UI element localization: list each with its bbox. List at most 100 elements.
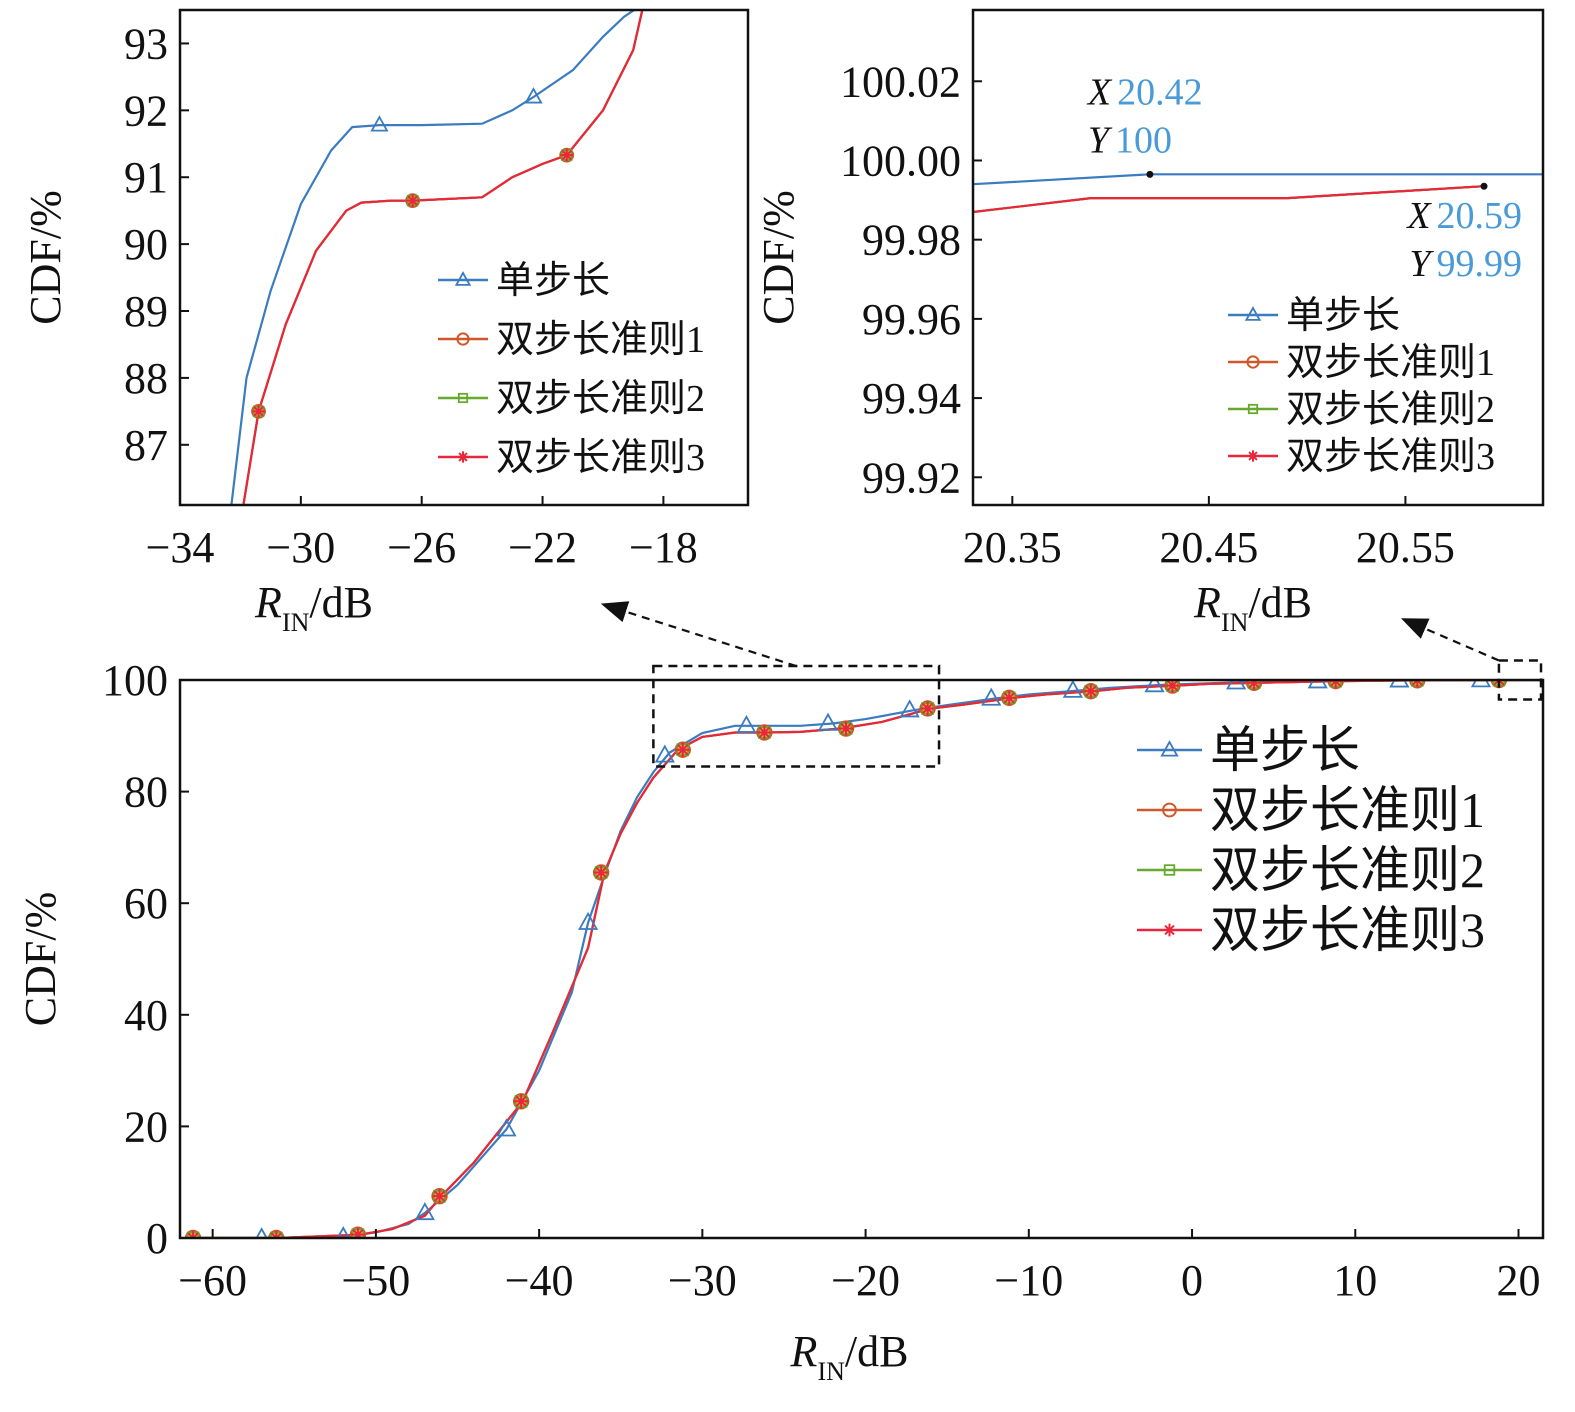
data-point [1062,680,1083,698]
panel-inset_right: 99.92 99.94 99.96 99.98 100.00 100.02 20.35 20.… [754,8,1545,637]
legend-marker [457,451,469,463]
data-point [920,701,935,716]
y-tick-label: 100.02 [840,57,961,106]
data-point [1083,683,1099,699]
y-tick-label: 80 [124,768,168,817]
legend-marker [1246,355,1260,369]
x-tick-label: −60 [178,1256,247,1305]
annotation-y: Y 100 [1088,119,1172,161]
plot-frame [178,8,750,507]
y-axis-title: CDF/% [16,892,65,1026]
y-axis-title: CDF/% [754,190,803,324]
annotation-x: X 20.59 [1405,195,1522,237]
y-tick-label: 40 [124,991,168,1040]
data-point [757,725,772,740]
legend-label: 双步长准则2 [1210,842,1485,898]
x-tick-label: −10 [994,1256,1063,1305]
x-axis-title-sub: IN [817,1357,845,1386]
legend-label: 双步长准则3 [1286,436,1495,478]
legend-marker [457,392,469,404]
y-tick-label: 99.94 [862,374,961,423]
x-tick-label: 20.55 [1356,523,1455,572]
zoom-arrow [600,601,797,668]
legend-label: 单步长 [496,260,610,302]
data-point [524,87,543,104]
x-axis-title: RIN/dB [790,1327,909,1386]
x-tick-label: 20 [1497,1256,1541,1305]
legend-label: 单步长 [1286,295,1400,337]
y-tick-label: 100.00 [840,136,961,185]
data-point [981,687,1002,706]
annotation-x-key: X [1405,195,1432,237]
y-tick-label: 92 [124,86,168,135]
legend-marker [1163,864,1176,876]
y-axis-title: CDF/% [21,190,70,324]
x-axis-title-unit: /dB [845,1327,909,1376]
series-line-3 [242,10,644,505]
x-tick-label: −40 [505,1256,574,1305]
data-point [406,194,420,208]
annotation-y: Y 99.99 [1409,243,1522,285]
data-point [838,721,854,736]
legend-label: 双步长准则3 [496,437,705,479]
data-point [255,1227,268,1238]
series-line-2 [242,10,644,505]
zoom-box [1497,659,1543,701]
x-axis-title-var: R [1193,578,1221,627]
data-point [899,699,920,718]
series-line-3 [973,185,1485,214]
legend-marker [1247,450,1259,462]
y-tick-label: 99.98 [862,216,961,265]
legend-label: 双步长准则2 [496,378,705,420]
y-tick-label: 20 [124,1102,168,1151]
annotation-x-value: 20.42 [1117,71,1203,113]
x-tick-label: 20.45 [1159,523,1258,572]
legend-label: 单步长 [1210,722,1360,778]
data-point [1389,680,1410,688]
panel-inset_left: 87 88 89 90 91 92 93 −34 −30 −26 −22 −18 RIN/dB CDF/%… [21,8,750,637]
data-point [513,1094,529,1109]
x-axis-title-sub: IN [282,608,310,637]
x-axis-title: RIN/dB [254,578,373,637]
data-point [1246,680,1262,690]
data-point [496,1118,517,1137]
plot-area [230,10,644,505]
data-point [817,712,839,731]
legend-marker [1162,802,1177,818]
x-tick-label: −34 [146,523,215,572]
x-tick-label: −22 [508,523,577,572]
annotation-point [1480,182,1488,190]
x-tick-label: −26 [387,523,456,572]
data-point [1144,680,1165,693]
legend-label: 双步长准则3 [1210,902,1485,958]
x-tick-label: −30 [266,523,335,572]
x-axis-title-var: R [254,578,282,627]
y-tick-label: 87 [124,421,168,470]
data-point [675,742,690,757]
y-tick-label: 99.92 [862,453,961,502]
annotation-point [1146,170,1154,178]
legend-label: 双步长准则2 [1286,389,1495,431]
series-line-0 [230,10,637,505]
x-tick-label: −50 [341,1256,410,1305]
plot-frame [971,8,1545,507]
legend-label: 双步长准则1 [1210,782,1485,838]
y-tick-label: 88 [124,354,168,403]
x-axis-title-sub: IN [1221,608,1249,637]
x-tick-label: 10 [1333,1256,1377,1305]
x-axis-title-unit: /dB [309,578,373,627]
data-point [1470,680,1492,688]
data-point [560,148,574,162]
data-point [1307,680,1328,689]
legend-label: 双步长准则1 [1286,342,1495,384]
data-point [577,911,599,930]
data-point [350,1227,366,1238]
x-tick-label: 20.35 [963,523,1062,572]
annotation-y-key: Y [1409,243,1434,285]
plot-area [973,173,1543,214]
data-point [593,865,609,880]
